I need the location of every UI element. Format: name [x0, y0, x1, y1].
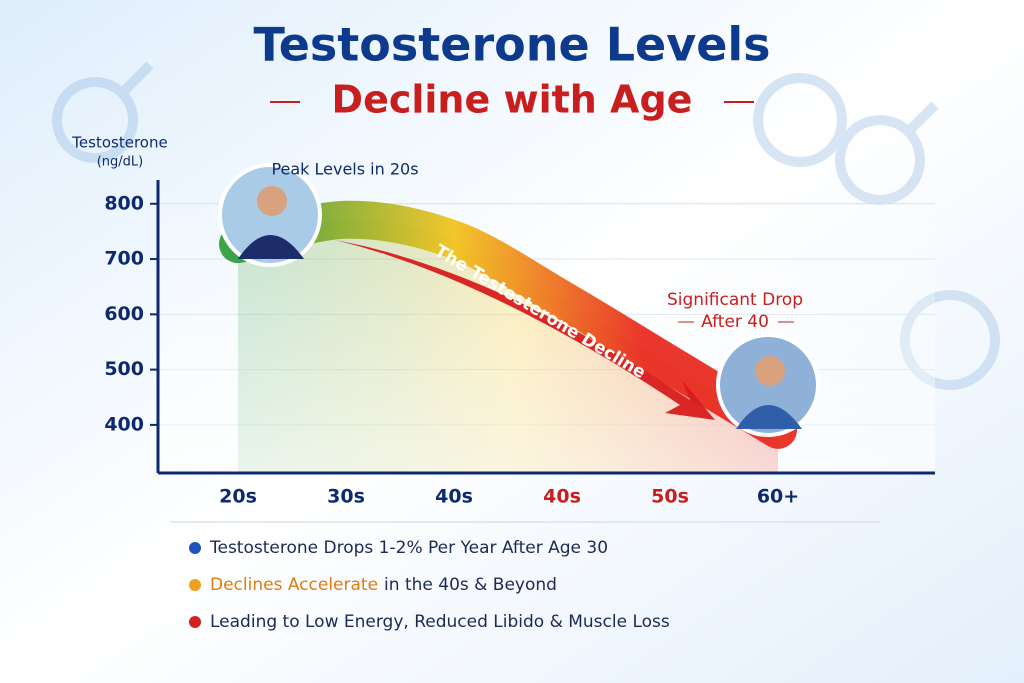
note-body: Leading to Low Energy, Reduced Libido & …	[210, 612, 670, 632]
x-tick-label: 30s	[327, 486, 365, 508]
portrait-head	[257, 186, 287, 216]
portrait-body	[736, 405, 802, 429]
note-body: Testosterone Drops 1-2% Per Year After A…	[209, 538, 608, 558]
x-tick-label: 20s	[219, 486, 257, 508]
note-bullet	[189, 579, 201, 591]
portrait-body	[238, 235, 304, 259]
chart-title: Testosterone Levels	[253, 18, 770, 72]
decor-symbols	[52, 61, 1000, 390]
x-tick-label: 40s	[543, 486, 581, 508]
y-tick-label: 500	[104, 358, 144, 380]
y-axis-label: (ng/dL)	[97, 155, 144, 170]
note-text: Declines Accelerate in the 40s & Beyond	[210, 575, 557, 595]
note-bullet	[189, 616, 201, 628]
curve-band	[219, 200, 797, 449]
y-tick-label: 600	[104, 303, 144, 325]
y-tick-label: 800	[104, 192, 144, 214]
y-axis-label: Testosterone	[71, 134, 167, 152]
note-highlight: Declines Accelerate	[210, 575, 378, 595]
y-tick-label: 700	[104, 248, 144, 270]
x-tick-label: 60+	[757, 486, 799, 508]
y-tick-label: 400	[104, 413, 144, 435]
note-bullet	[189, 542, 201, 554]
annotation: After 40	[701, 312, 769, 332]
x-tick-label: 40s	[435, 486, 473, 508]
note-text: Leading to Low Energy, Reduced Libido & …	[210, 612, 670, 632]
note-text: Testosterone Drops 1-2% Per Year After A…	[209, 538, 608, 558]
note-body: in the 40s & Beyond	[384, 575, 557, 595]
portrait-head	[755, 356, 785, 386]
chart-subtitle: Decline with Age	[332, 78, 693, 122]
decline-arrow	[335, 240, 715, 420]
annotation: Peak Levels in 20s	[271, 160, 418, 179]
x-tick-label: 50s	[651, 486, 689, 508]
annotation: Significant Drop	[667, 290, 803, 310]
